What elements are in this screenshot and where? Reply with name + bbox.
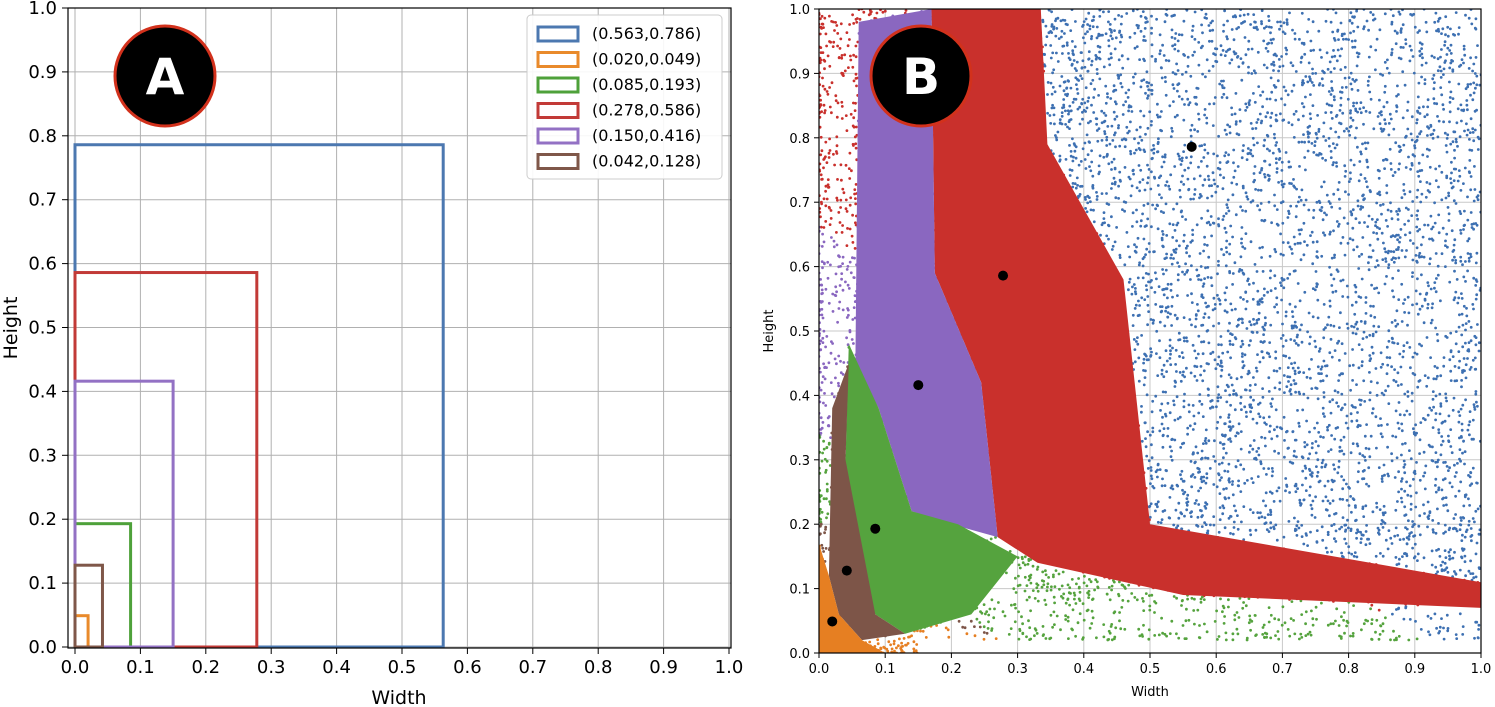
legend-swatch	[536, 102, 580, 119]
scatter-cluster-0	[1041, 9, 1481, 641]
cluster-region-3	[845, 343, 1018, 634]
y-tick-label: 0.2	[28, 509, 57, 530]
x-tick-label: 0.4	[322, 657, 351, 678]
x-tick-label: 0.1	[875, 662, 896, 677]
legend-swatch	[536, 76, 580, 94]
legend-entry: (0.563,0.786)	[592, 24, 701, 43]
y-tick-label: 0.9	[789, 67, 810, 82]
legend-entry: (0.150,0.416)	[592, 126, 701, 145]
y-tick-label: 0.4	[789, 389, 810, 404]
centroid-2	[913, 380, 924, 391]
x-tick-label: 1.0	[1471, 662, 1492, 677]
x-tick-label: 0.3	[257, 657, 286, 678]
x-tick-label: 0.7	[518, 657, 547, 678]
panel-b-yticks: 0.0 0.1 0.2 0.3 0.4 0.5 0.6 0.7 0.8 0.9 1.0	[789, 3, 819, 662]
anchor-box-1	[73, 614, 90, 649]
y-tick-label: 0.0	[28, 637, 57, 658]
y-tick-label: 0.7	[28, 190, 57, 211]
cluster-region-1	[931, 9, 1481, 608]
x-tick-label: 0.6	[453, 657, 482, 678]
x-tick-label: 0.6	[1206, 662, 1227, 677]
panel-a-chart: 0.0 0.1 0.2 0.3 0.4 0.5 0.6 0.7 0.8 0.9 1.0 0.0 0.1…	[0, 0, 744, 707]
y-tick-label: 1.0	[28, 0, 57, 19]
y-tick-label: 0.6	[28, 254, 57, 275]
y-tick-label: 1.0	[789, 3, 810, 18]
x-tick-label: 0.2	[941, 662, 962, 677]
panel-b-ylabel: Height	[762, 310, 777, 353]
cluster-region-5	[819, 543, 886, 653]
legend-swatch	[536, 127, 580, 145]
panel-b-badge: B	[869, 24, 973, 128]
panel-b-xticks: 0.0 0.1 0.2 0.3 0.4 0.5 0.6 0.7 0.8 0.9 1.0	[809, 653, 1492, 677]
legend-frame	[526, 14, 723, 180]
x-tick-label: 1.0	[715, 657, 744, 678]
x-tick-label: 0.8	[1338, 662, 1359, 677]
y-tick-label: 0.1	[28, 573, 57, 594]
centroid-3	[870, 523, 881, 534]
panel-b-centroids	[827, 141, 1197, 627]
panel-a-xticks: 0.0 0.1 0.2 0.3 0.4 0.5 0.6 0.7 0.8 0.9 1.0	[61, 648, 744, 678]
legend-entry: (0.042,0.128)	[592, 152, 701, 171]
x-tick-label: 0.9	[1404, 662, 1425, 677]
x-tick-label: 0.9	[649, 657, 678, 678]
x-tick-label: 0.2	[191, 657, 220, 678]
panel-b-chart: 0.0 0.1 0.2 0.3 0.4 0.5 0.6 0.7 0.8 0.9 1.0 0.0 0.1…	[762, 3, 1492, 700]
panel-a-xlabel: Width	[371, 687, 426, 707]
legend-swatch	[536, 25, 580, 43]
x-tick-label: 0.5	[388, 657, 417, 678]
y-tick-label: 0.3	[28, 445, 57, 466]
y-tick-label: 0.8	[789, 132, 810, 147]
legend-entry: (0.085,0.193)	[592, 75, 701, 94]
y-tick-label: 0.2	[789, 518, 810, 533]
centroid-1	[998, 270, 1009, 281]
y-tick-label: 0.1	[789, 583, 810, 598]
legend-swatch	[536, 153, 580, 170]
y-tick-label: 0.5	[789, 325, 810, 340]
y-tick-label: 0.0	[789, 647, 810, 662]
y-tick-label: 0.9	[28, 62, 57, 83]
legend-swatch	[536, 51, 580, 68]
x-tick-label: 0.3	[1007, 662, 1028, 677]
panel-a-badge: A	[113, 24, 217, 128]
anchor-box-4	[73, 379, 175, 649]
centroid-5	[827, 616, 838, 627]
legend-entry: (0.020,0.049)	[592, 50, 701, 69]
y-tick-label: 0.4	[28, 381, 57, 402]
x-tick-label: 0.4	[1073, 662, 1094, 677]
y-tick-label: 0.5	[28, 318, 57, 339]
panel-b-badge-label: B	[902, 48, 940, 106]
centroid-4	[841, 565, 852, 576]
x-tick-label: 0.1	[126, 657, 155, 678]
centroid-0	[1186, 141, 1197, 152]
panel-b-xlabel: Width	[1131, 685, 1169, 700]
panel-a-yticks: 0.0 0.1 0.2 0.3 0.4 0.5 0.6 0.7 0.8 0.9 1.0	[28, 0, 68, 658]
x-tick-label: 0.5	[1140, 662, 1161, 677]
panel-a-legend: (0.563,0.786) (0.020,0.049) (0.085,0.193) (…	[526, 14, 723, 180]
y-tick-label: 0.3	[789, 454, 810, 469]
x-tick-label: 0.7	[1272, 662, 1293, 677]
legend-entry: (0.278,0.586)	[592, 101, 701, 120]
x-tick-label: 0.0	[61, 657, 90, 678]
y-tick-label: 0.6	[789, 261, 810, 276]
anchor-box-5	[73, 563, 104, 649]
panel-a-ylabel: Height	[0, 297, 22, 360]
panel-a-badge-label: A	[146, 48, 185, 106]
x-tick-label: 0.0	[809, 662, 830, 677]
x-tick-label: 0.8	[584, 657, 613, 678]
panel-a-boxes	[73, 143, 445, 649]
scatter-points-0	[1041, 9, 1481, 641]
y-tick-label: 0.7	[789, 196, 810, 211]
cluster-region-2	[855, 9, 998, 538]
y-tick-label: 0.8	[28, 126, 57, 147]
